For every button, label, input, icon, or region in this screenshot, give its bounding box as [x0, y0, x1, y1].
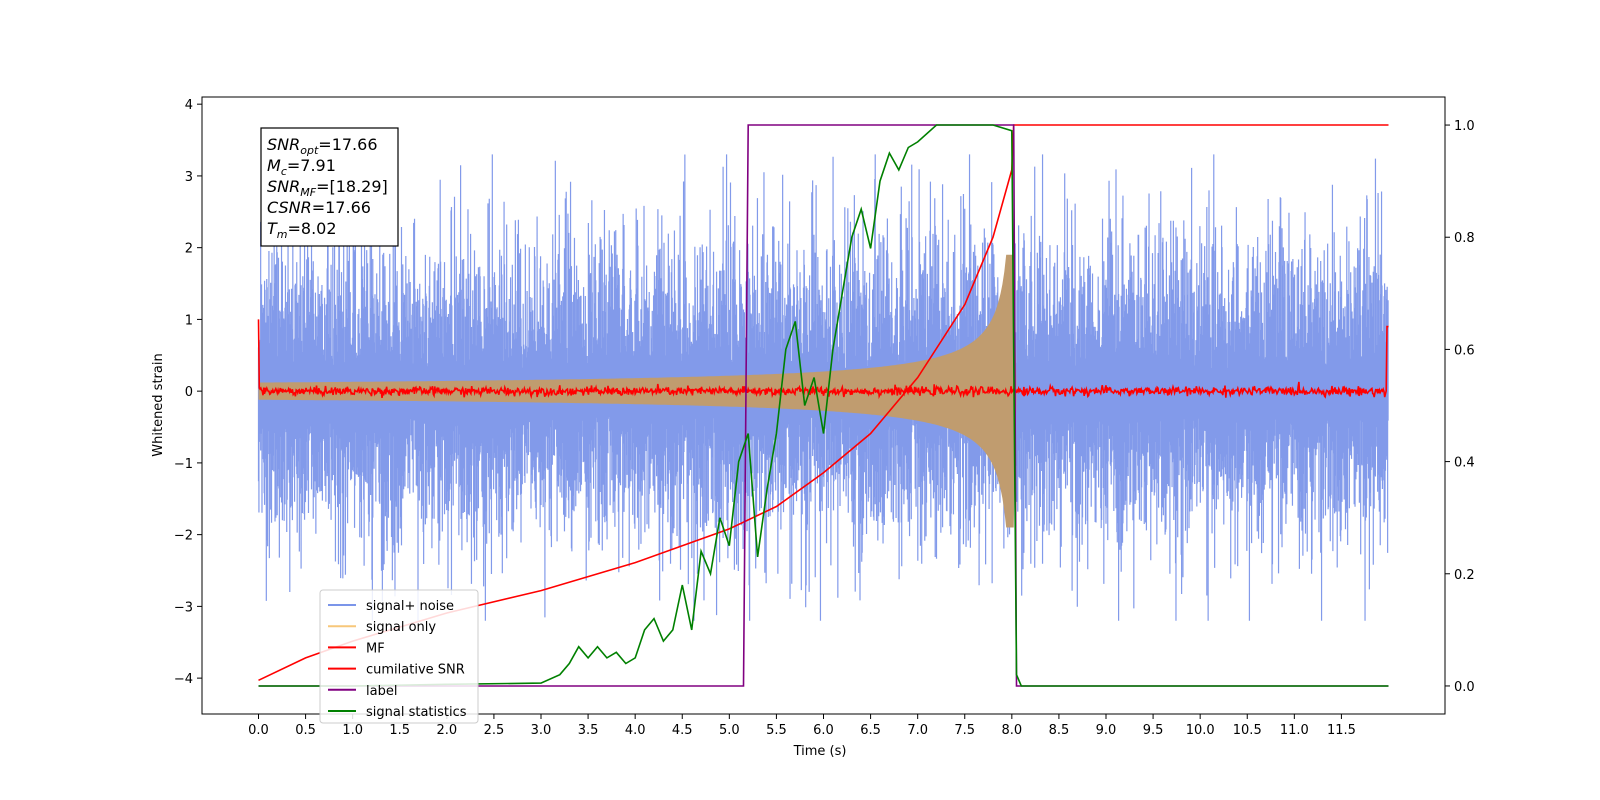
- y-left-tick-label: −1: [174, 457, 193, 472]
- y-right-axis-ticks: 1.0 0.8 0.6 0.4 0.2 0.0: [1445, 119, 1475, 695]
- x-tick-label: 8.5: [1049, 723, 1070, 738]
- y-right-tick-label: 0.6: [1454, 343, 1475, 358]
- y-right-tick-label: 1.0: [1454, 119, 1475, 134]
- x-tick-label: 7.5: [954, 723, 975, 738]
- signal-statistics-series: [258, 124, 1389, 687]
- x-tick-label: 9.5: [1143, 723, 1164, 738]
- annotation-line: Tm=8.02: [267, 219, 337, 241]
- x-tick-label: 7.0: [907, 723, 928, 738]
- x-tick-label: 2.5: [484, 723, 505, 738]
- x-tick-label: 1.0: [342, 723, 363, 738]
- y-left-tick-label: 0: [185, 385, 193, 400]
- x-tick-label: 6.5: [860, 723, 881, 738]
- annotation-line: SNRopt=17.66: [267, 135, 378, 157]
- legend-frame: [319, 589, 479, 724]
- x-tick-label: 10.0: [1186, 723, 1215, 738]
- x-tick-label: 2.0: [436, 723, 457, 738]
- y-left-tick-label: −4: [174, 672, 193, 687]
- x-axis-ticks: 0.0 0.5 1.0 1.5 2.0 2.5 3.0 3.5 4.0 4.5 5.0 5.5 6.0 6…: [248, 714, 1356, 738]
- y-left-tick-label: 3: [185, 170, 193, 185]
- y-left-tick-label: 4: [185, 98, 193, 113]
- annotation-line: CSNR=17.66: [267, 198, 371, 217]
- legend-label: MF: [366, 641, 385, 656]
- mf-series: [257, 319, 1389, 400]
- x-axis-label: Time (s): [793, 744, 847, 759]
- x-tick-label: 5.0: [719, 723, 740, 738]
- x-tick-label: 4.0: [625, 723, 646, 738]
- x-tick-label: 3.5: [578, 723, 599, 738]
- y-left-axis-ticks: 4 3 2 1 0 −1 −2 −3 −4: [174, 98, 202, 687]
- x-tick-label: 8.0: [1001, 723, 1022, 738]
- y-left-tick-label: −3: [174, 600, 193, 615]
- x-tick-label: 1.5: [389, 723, 410, 738]
- y-left-tick-label: −2: [174, 529, 193, 544]
- y-right-tick-label: 0.2: [1454, 568, 1475, 583]
- legend-label: signal only: [366, 620, 436, 635]
- x-tick-label: 3.0: [531, 723, 552, 738]
- legend-label: signal+ noise: [366, 599, 454, 614]
- y-right-tick-label: 0.4: [1454, 456, 1475, 471]
- x-tick-label: 4.5: [672, 723, 693, 738]
- x-tick-label: 9.0: [1096, 723, 1117, 738]
- y-axis-label: Whitened strain: [151, 353, 166, 456]
- y-left-tick-label: 1: [185, 313, 193, 328]
- x-tick-label: 10.5: [1233, 723, 1262, 738]
- legend: signal+ noise signal only MF cumilative SNR…: [319, 589, 479, 724]
- legend-label: signal statistics: [366, 705, 467, 720]
- x-tick-label: 11.0: [1280, 723, 1309, 738]
- x-tick-label: 0.5: [295, 723, 316, 738]
- x-tick-label: 0.0: [248, 723, 269, 738]
- x-tick-label: 6.0: [813, 723, 834, 738]
- annotation-line: Mc=7.91: [267, 156, 336, 178]
- annotation-frame: [260, 127, 399, 247]
- x-tick-label: 5.5: [766, 723, 787, 738]
- legend-label: label: [366, 684, 397, 699]
- legend-label: cumilative SNR: [366, 663, 465, 678]
- y-right-tick-label: 0.0: [1454, 680, 1475, 695]
- y-left-tick-label: 2: [185, 242, 193, 257]
- x-tick-label: 11.5: [1327, 723, 1356, 738]
- y-right-tick-label: 0.8: [1454, 231, 1475, 246]
- annotation-line: SNRMF=[18.29]: [267, 177, 388, 199]
- annotation-box: SNRopt=17.66Mc=7.91SNRMF=[18.29]CSNR=17.…: [260, 127, 399, 247]
